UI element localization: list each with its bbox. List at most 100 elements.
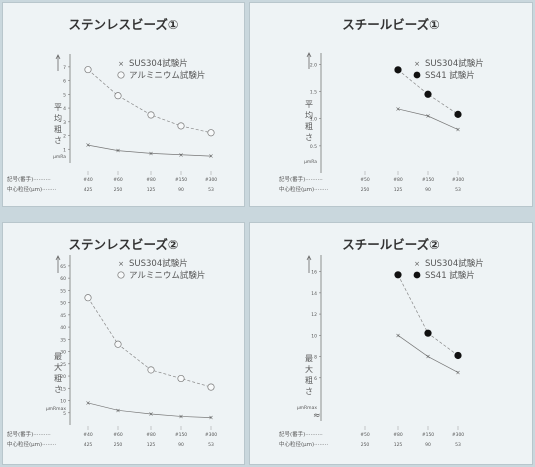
x-tick-label: #50 [360,432,370,438]
y-tick-label: 16 [311,270,317,276]
data-point-x: × [148,150,153,157]
y-axis-unit: μmRa [304,159,317,165]
y-tick-label: 1.0 [310,117,317,123]
axis-break-icon: ≈ [313,411,321,421]
x-axis-label-mesh: 記号(番手)·········· [279,175,323,183]
x-tick-label: #40 [83,177,93,183]
x-size-label: 250 [114,442,123,448]
y-axis-label-char: さ [54,385,62,394]
legend-marker-x: × [414,60,420,68]
y-tick-label: 25 [60,362,66,368]
y-axis-unit: μmRmax [297,405,318,411]
x-size-label: 250 [361,442,370,448]
y-tick-label: 45 [60,313,66,319]
x-tick-label: #150 [422,432,434,438]
data-point-dot [424,90,432,98]
x-tick-label: #150 [175,177,187,183]
x-size-label: 125 [394,187,403,193]
data-point-circle [84,66,92,74]
y-tick-label: 12 [311,312,317,318]
data-point-x: × [395,332,400,339]
arrow-head-icon [55,255,61,261]
legend-marker-dot [413,71,421,79]
y-axis-label-char: さ [54,136,62,145]
x-tick-label: #80 [146,177,156,183]
series-line [397,69,459,115]
y-tick-label: 2.0 [310,62,317,68]
x-tick-label: #300 [452,177,464,183]
data-point-x: × [148,411,153,418]
x-size-label: 90 [178,442,184,448]
x-axis-label-size: 中心粒径(μm)········ [279,440,328,448]
series-line [87,402,212,419]
x-tick-label: #300 [205,177,217,183]
legend-marker-circle [117,71,125,79]
chart-title: ステンレスビーズ② [68,237,179,252]
data-point-circle [84,294,92,302]
x-axis-label-mesh: 記号(番手)·········· [7,430,51,438]
y-axis-label-char: 大 [305,364,313,374]
x-axis-label-size: 中心粒径(μm)········ [7,440,56,448]
x-tick-label: #150 [422,177,434,183]
x-axis-label-size: 中心粒径(μm)········ [7,185,56,193]
y-tick-label: 30 [60,350,66,356]
y-tick-label: 10 [311,333,317,339]
y-axis-label-char: 最 [305,354,313,363]
x-size-label: 250 [114,187,123,193]
y-tick-label: 5 [63,92,66,98]
y-tick-label: 15 [60,386,66,392]
y-axis-label-char: 粗 [54,373,62,383]
x-size-label: 125 [394,442,403,448]
data-point-x: × [455,127,460,134]
data-point-circle [207,129,215,137]
legend-label: SUS304試験片 [425,258,484,269]
chart-panel-steel-2: スチールビーズ② ≈6 8 10 12 14 16 最大粗さ μmRmax 記号(番手)····… [249,222,533,465]
y-axis-label-char: 均 [305,110,313,120]
data-point-dot [424,329,432,337]
y-tick-label: 0.5 [310,144,317,150]
y-axis-label-char: 大 [54,362,62,372]
x-size-label: 90 [425,442,431,448]
y-tick-label: 3 [63,120,66,126]
y-tick-label: 2 [63,134,66,140]
y-axis-label-char: 粗 [305,121,313,131]
x-size-label: 425 [84,187,93,193]
x-tick-label: #40 [83,432,93,438]
x-tick-label: #150 [175,432,187,438]
data-point-dot [454,110,462,118]
arrow-head-icon [306,255,312,261]
legend-label: SUS304試験片 [129,58,188,69]
chart-panel-steel-1: スチールビーズ① 0.5 1.0 1.5 2.0 平均粗さ μmRa 記号(番手)·····… [249,2,533,207]
data-point-dot [454,351,462,360]
data-point-x: × [455,369,460,376]
y-tick-label: 5 [63,411,66,417]
y-axis-label-char: 均 [54,113,62,123]
data-point-x: × [178,413,183,420]
x-size-label: 425 [84,442,93,448]
y-axis-label-char: 最 [54,352,62,361]
x-tick-label: #300 [205,432,217,438]
y-tick-label: 1.5 [310,90,317,96]
y-tick-label: 7 [63,65,66,71]
x-tick-label: #80 [393,432,403,438]
chart-panel-stainless-2: ステンレスビーズ② 5 10 15 20 25 30 35 40 45 50 55 60 65 最大粗さ μ… [2,222,245,465]
arrow-head-icon [55,54,61,60]
x-tick-label: #60 [113,177,123,183]
data-point-x: × [85,400,90,407]
x-tick-label: #300 [452,432,464,438]
y-tick-label: 65 [60,264,66,270]
legend-marker-x: × [118,60,124,68]
x-size-label: 53 [208,442,214,448]
x-size-label: 125 [147,442,156,448]
legend-marker-x: × [118,260,124,268]
x-axis-label-mesh: 記号(番手)·········· [279,430,323,438]
data-point-x: × [425,113,430,120]
x-axis-label-mesh: 記号(番手)·········· [7,175,51,183]
legend-label: SS41 試験片 [425,270,475,281]
data-point-circle [114,92,122,100]
chart-title: スチールビーズ② [342,237,440,252]
x-size-label: 90 [178,187,184,193]
y-tick-label: 1 [63,147,66,153]
data-point-circle [147,111,155,119]
